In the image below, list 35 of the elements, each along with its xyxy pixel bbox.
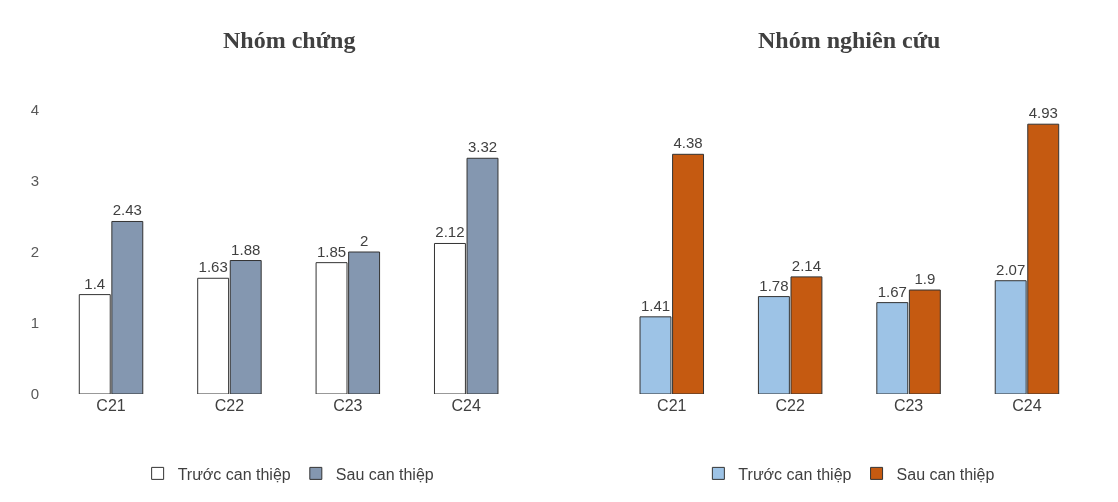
x-tick-label: C22 <box>214 397 245 414</box>
data-label: 1.41 <box>640 296 671 314</box>
data-label: 1.85 <box>316 242 347 260</box>
data-label: 1.63 <box>198 258 228 276</box>
data-label: 2.07 <box>996 260 1026 278</box>
x-tick-label: C24 <box>451 397 481 414</box>
data-label: 1.88 <box>231 240 261 258</box>
data-label: 1.4 <box>84 274 106 292</box>
x-tick-label: C23 <box>893 397 924 414</box>
data-label: 4.38 <box>673 134 703 152</box>
legend-label: Trước can thiệp <box>177 465 291 483</box>
data-label: 1.67 <box>877 282 907 300</box>
data-label: 1.9 <box>914 270 936 288</box>
chart-title: Nhóm chứng <box>223 27 356 53</box>
data-label: 2.14 <box>791 256 822 274</box>
x-tick-label: C24 <box>1012 397 1042 414</box>
y-tick-label: 3 <box>30 172 39 190</box>
legend-label: Trước can thiệp <box>738 465 852 483</box>
x-tick-label: C22 <box>775 397 805 414</box>
x-tick-label: C21 <box>96 397 126 414</box>
x-tick-label: C21 <box>657 397 687 414</box>
y-tick-label: 0 <box>30 385 39 403</box>
legend-label: Sau can thiệp <box>335 465 434 483</box>
data-label: 1.78 <box>759 276 789 294</box>
chart-title: Nhóm nghiên cứu <box>758 27 941 53</box>
data-label: 4.93 <box>1028 104 1058 122</box>
data-label: 3.32 <box>467 138 498 156</box>
data-label: 2 <box>359 232 369 249</box>
legend-label: Sau can thiệp <box>896 465 995 483</box>
x-tick-label: C23 <box>333 397 363 414</box>
data-label: 2.12 <box>435 223 465 241</box>
y-tick-label: 1 <box>30 314 39 332</box>
y-tick-label: 2 <box>30 243 39 261</box>
data-label: 2.43 <box>112 201 142 219</box>
y-tick-label: 4 <box>30 101 39 119</box>
